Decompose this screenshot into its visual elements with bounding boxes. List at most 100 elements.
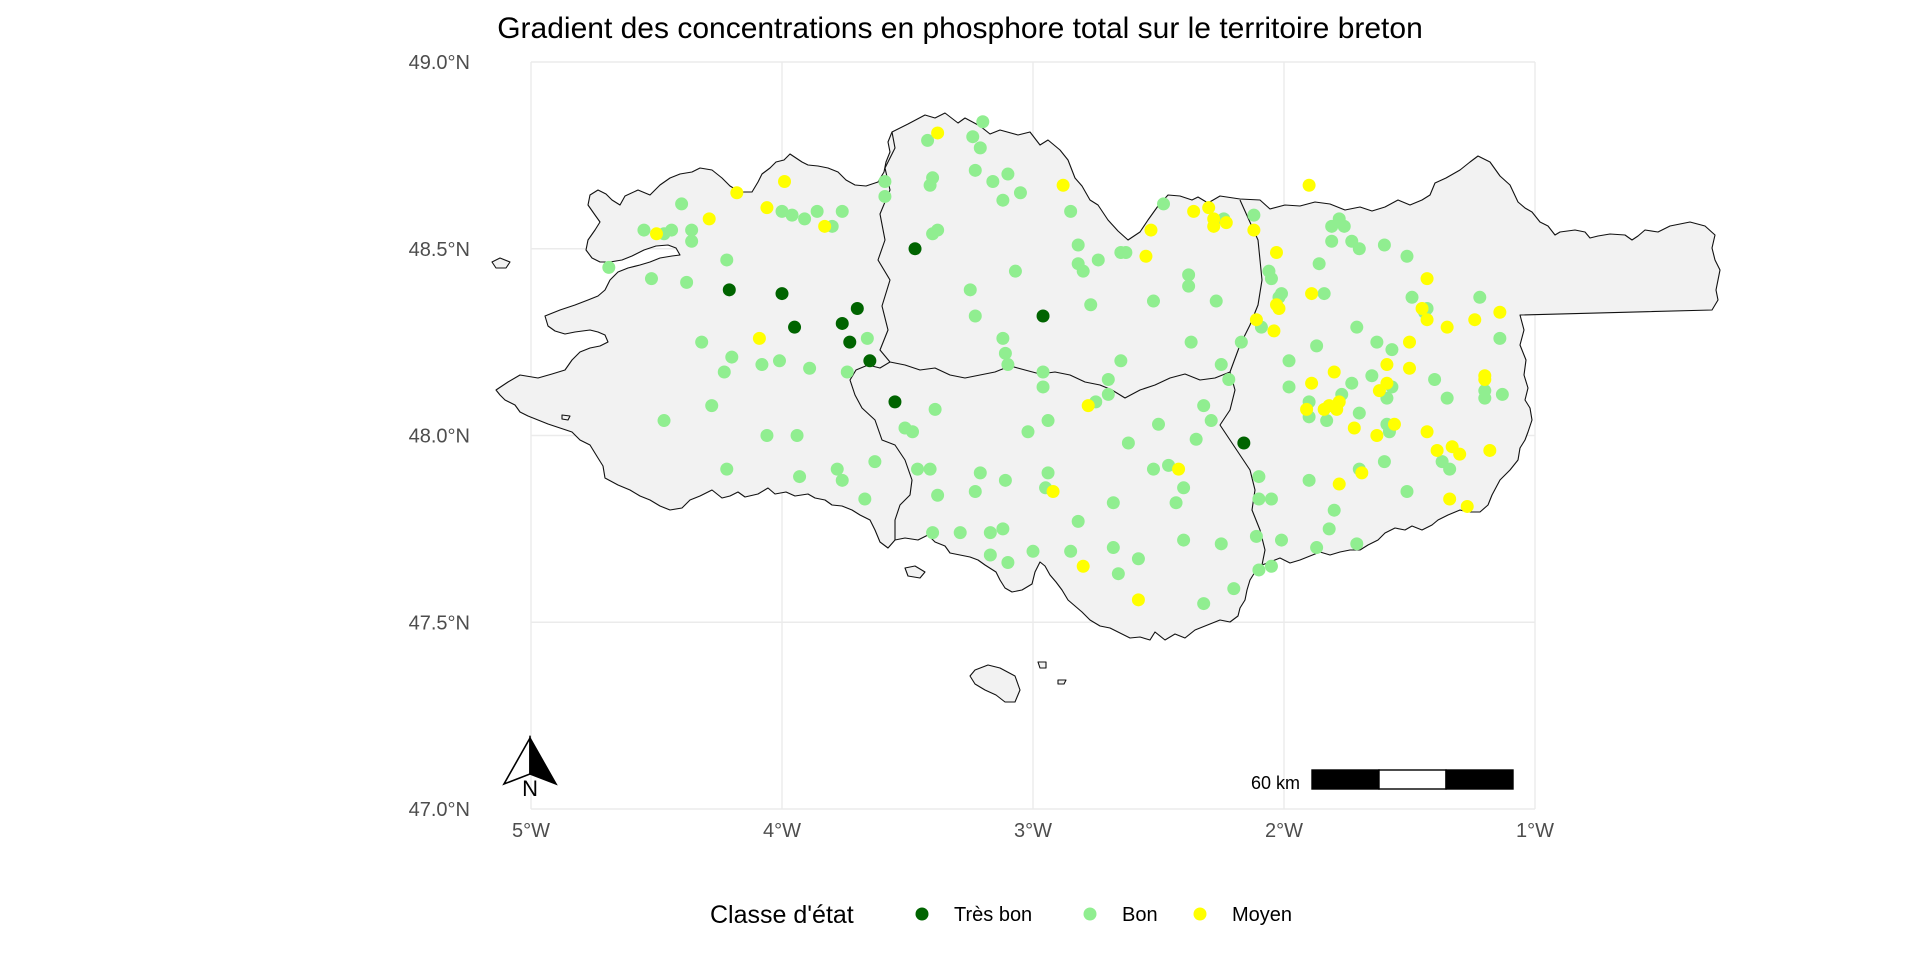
station-point — [1370, 429, 1384, 442]
station-point — [1209, 294, 1223, 308]
station-point — [730, 186, 744, 200]
legend-label: Moyen — [1232, 904, 1292, 926]
y-tick-label: 48.5°N — [409, 239, 470, 261]
station-point — [702, 212, 716, 226]
y-tick-label: 47.0°N — [409, 799, 470, 821]
island-hoedic — [1057, 679, 1067, 685]
station-point — [1352, 406, 1366, 420]
station-point — [1064, 204, 1078, 218]
station-point — [1189, 432, 1203, 446]
boundary-finistere-morbihan — [849, 361, 913, 540]
station-point — [953, 526, 967, 540]
station-point — [1076, 559, 1090, 573]
station-point — [1264, 492, 1278, 506]
station-point — [1252, 492, 1266, 506]
station-point — [1317, 287, 1331, 301]
station-point — [973, 141, 987, 155]
station-point — [1310, 541, 1324, 555]
station-point — [752, 331, 766, 345]
island-sein — [561, 414, 571, 421]
station-point — [1131, 593, 1145, 607]
station-point — [760, 201, 774, 215]
station-point — [1001, 167, 1015, 181]
station-point — [665, 223, 679, 237]
station-point — [1325, 219, 1339, 233]
station-point — [1237, 436, 1251, 450]
station-point — [1355, 466, 1369, 480]
station-point — [1428, 372, 1442, 386]
station-point — [685, 223, 699, 237]
station-point — [1495, 387, 1509, 401]
station-point — [1013, 186, 1027, 200]
station-point — [680, 275, 694, 289]
station-point — [973, 466, 987, 480]
station-point — [840, 365, 854, 379]
station-point — [1101, 372, 1115, 386]
station-point — [1162, 458, 1176, 472]
island-groix — [904, 565, 926, 579]
station-point — [1101, 387, 1115, 401]
y-tick-label: 48.0°N — [409, 426, 470, 448]
station-point — [650, 227, 663, 241]
station-point — [1468, 313, 1482, 327]
station-point — [803, 361, 817, 375]
legend-key — [1083, 907, 1097, 921]
station-point — [793, 470, 807, 484]
station-point — [1081, 399, 1095, 413]
y-tick-label: 47.5°N — [409, 612, 470, 634]
map-title: Gradient des concentrations en phosphore… — [497, 12, 1423, 45]
station-point — [878, 189, 892, 203]
station-point — [863, 354, 877, 368]
station-point — [1076, 264, 1090, 278]
station-point — [1443, 462, 1457, 476]
station-point — [983, 548, 997, 562]
station-point — [1071, 514, 1085, 528]
station-point — [1071, 238, 1085, 252]
station-point — [1264, 559, 1278, 573]
station-point — [1332, 477, 1346, 491]
station-point — [1214, 358, 1228, 372]
station-point — [644, 272, 658, 286]
station-point — [931, 488, 945, 502]
station-point — [968, 309, 982, 323]
station-point — [705, 399, 719, 413]
station-point — [1026, 544, 1040, 558]
legend-key — [915, 907, 929, 921]
station-point — [1234, 335, 1248, 349]
station-point — [1387, 417, 1401, 431]
station-point — [1184, 335, 1198, 349]
station-point — [1400, 485, 1414, 499]
station-point — [1415, 302, 1429, 316]
station-point — [1041, 466, 1055, 480]
station-point — [1310, 339, 1324, 353]
station-point — [1182, 279, 1196, 293]
y-tick-label: 49.0°N — [409, 52, 470, 74]
station-point — [1169, 496, 1183, 510]
station-point — [1403, 335, 1416, 349]
station-point — [1282, 380, 1296, 394]
boundary-cotes-armor-morbihan — [889, 361, 1231, 399]
station-point — [772, 354, 786, 368]
station-point — [850, 302, 864, 316]
x-axis-ticks: 5°W 4°W 3°W 2°W 1°W — [512, 820, 1554, 842]
station-point — [1320, 414, 1334, 428]
station-point — [1264, 272, 1278, 286]
station-point — [926, 227, 940, 241]
station-point — [1332, 395, 1346, 409]
island-ushant — [491, 257, 511, 269]
station-point — [835, 204, 849, 218]
legend-key — [1193, 907, 1207, 921]
station-point — [1305, 376, 1319, 390]
station-point — [1146, 462, 1160, 476]
station-point — [1064, 544, 1078, 558]
station-point — [760, 429, 774, 442]
station-point — [923, 178, 937, 192]
station-point — [785, 208, 799, 222]
station-point — [1207, 219, 1221, 233]
station-point — [963, 283, 977, 297]
station-point — [858, 492, 872, 506]
station-point — [1139, 249, 1153, 263]
station-point — [996, 193, 1010, 207]
station-point — [1327, 365, 1341, 379]
station-point — [657, 414, 671, 428]
